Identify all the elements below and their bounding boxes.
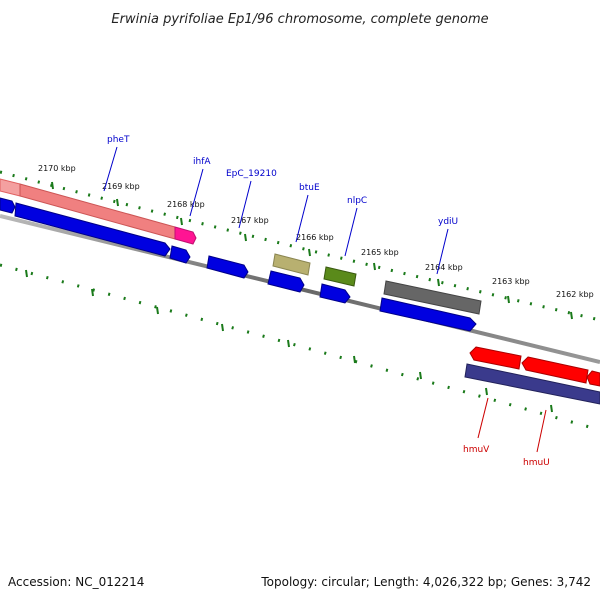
gene-label-hmuV: hmuV (463, 397, 490, 455)
inner-major-ticks (25, 269, 553, 413)
cds-block-nlpC[interactable] (323, 266, 357, 287)
tick-mark (485, 387, 488, 396)
cds-block[interactable] (206, 255, 249, 279)
tick-mark (156, 306, 159, 315)
cds-block[interactable] (464, 363, 600, 405)
cds-block-ihfA[interactable] (174, 226, 197, 245)
tick-mark (550, 404, 553, 413)
tick-mark (180, 217, 183, 226)
leader-line (344, 207, 358, 257)
gene-label-nlpC: nlpC (344, 196, 367, 257)
leader-line (295, 194, 309, 243)
tick-mark (507, 295, 510, 304)
gene-label-ydiU: ydiU (436, 217, 458, 275)
cds-block-ydiU[interactable] (383, 280, 482, 315)
tick-mark (287, 339, 290, 348)
outer-tick-track (0, 170, 600, 322)
gene-name[interactable]: nlpC (347, 196, 367, 206)
gene-name[interactable]: hmuU (523, 458, 550, 468)
tick-mark (437, 278, 440, 287)
gene-name[interactable]: ydiU (438, 217, 458, 227)
leader-line (189, 168, 204, 217)
accession-text: Accession: NC_012214 (8, 575, 144, 589)
gene-label-hmuU: hmuU (523, 409, 550, 468)
tick-label: 2163 kbp (492, 277, 530, 286)
tick-mark (25, 269, 28, 278)
tick-label: 2170 kbp (38, 164, 76, 173)
gene-name[interactable]: btuE (299, 183, 320, 193)
tick-mark (570, 311, 573, 320)
gene-label-EpC_19210: EpC_19210 (226, 169, 277, 229)
cds-block[interactable] (0, 197, 16, 214)
tick-label: 2165 kbp (361, 248, 399, 257)
tick-mark (244, 233, 247, 242)
tick-label: 2167 kbp (231, 216, 269, 225)
gene-name[interactable]: hmuV (463, 445, 490, 455)
tick-mark (419, 371, 422, 380)
leader-line (477, 397, 489, 439)
gene-label-ihfA: ihfA (189, 157, 211, 217)
tick-mark (353, 355, 356, 364)
cds-block-hmuU[interactable] (521, 356, 589, 384)
major-ticks (51, 181, 573, 320)
cds-block-btuE[interactable] (272, 253, 311, 276)
cds-block-hmuV[interactable] (469, 346, 522, 370)
tick-mark (221, 323, 224, 332)
tick-label: 2164 kbp (425, 263, 463, 272)
leader-line (103, 146, 118, 192)
leader-line (238, 180, 252, 229)
cds-block[interactable] (14, 202, 171, 257)
cds-block[interactable] (586, 370, 600, 387)
gene-name[interactable]: pheT (107, 135, 130, 145)
tick-mark (116, 198, 119, 207)
tick-label: 2169 kbp (102, 182, 140, 191)
tick-label: 2166 kbp (296, 233, 334, 242)
gene-label-pheT: pheT (103, 135, 130, 192)
map-title: Erwinia pyrifoliae Ep1/96 chromosome, co… (111, 12, 488, 27)
leader-line (536, 409, 547, 453)
leader-line (436, 228, 449, 275)
gene-name[interactable]: EpC_19210 (226, 169, 277, 179)
cds-block[interactable] (169, 245, 191, 264)
tick-mark (373, 262, 376, 271)
tick-mark (51, 181, 54, 190)
tick-label: 2168 kbp (167, 200, 205, 209)
gene-name[interactable]: ihfA (193, 157, 211, 167)
cds-block[interactable] (379, 297, 477, 332)
cds-block-pink[interactable] (0, 178, 21, 197)
cds-block[interactable] (267, 270, 305, 293)
tick-mark (308, 248, 311, 257)
cds-block[interactable] (319, 283, 351, 304)
genome-summary-text: Topology: circular; Length: 4,026,322 bp… (260, 575, 591, 589)
tick-mark (91, 288, 94, 297)
tick-label: 2162 kbp (556, 290, 594, 299)
gene-label-btuE: btuE (295, 183, 320, 243)
